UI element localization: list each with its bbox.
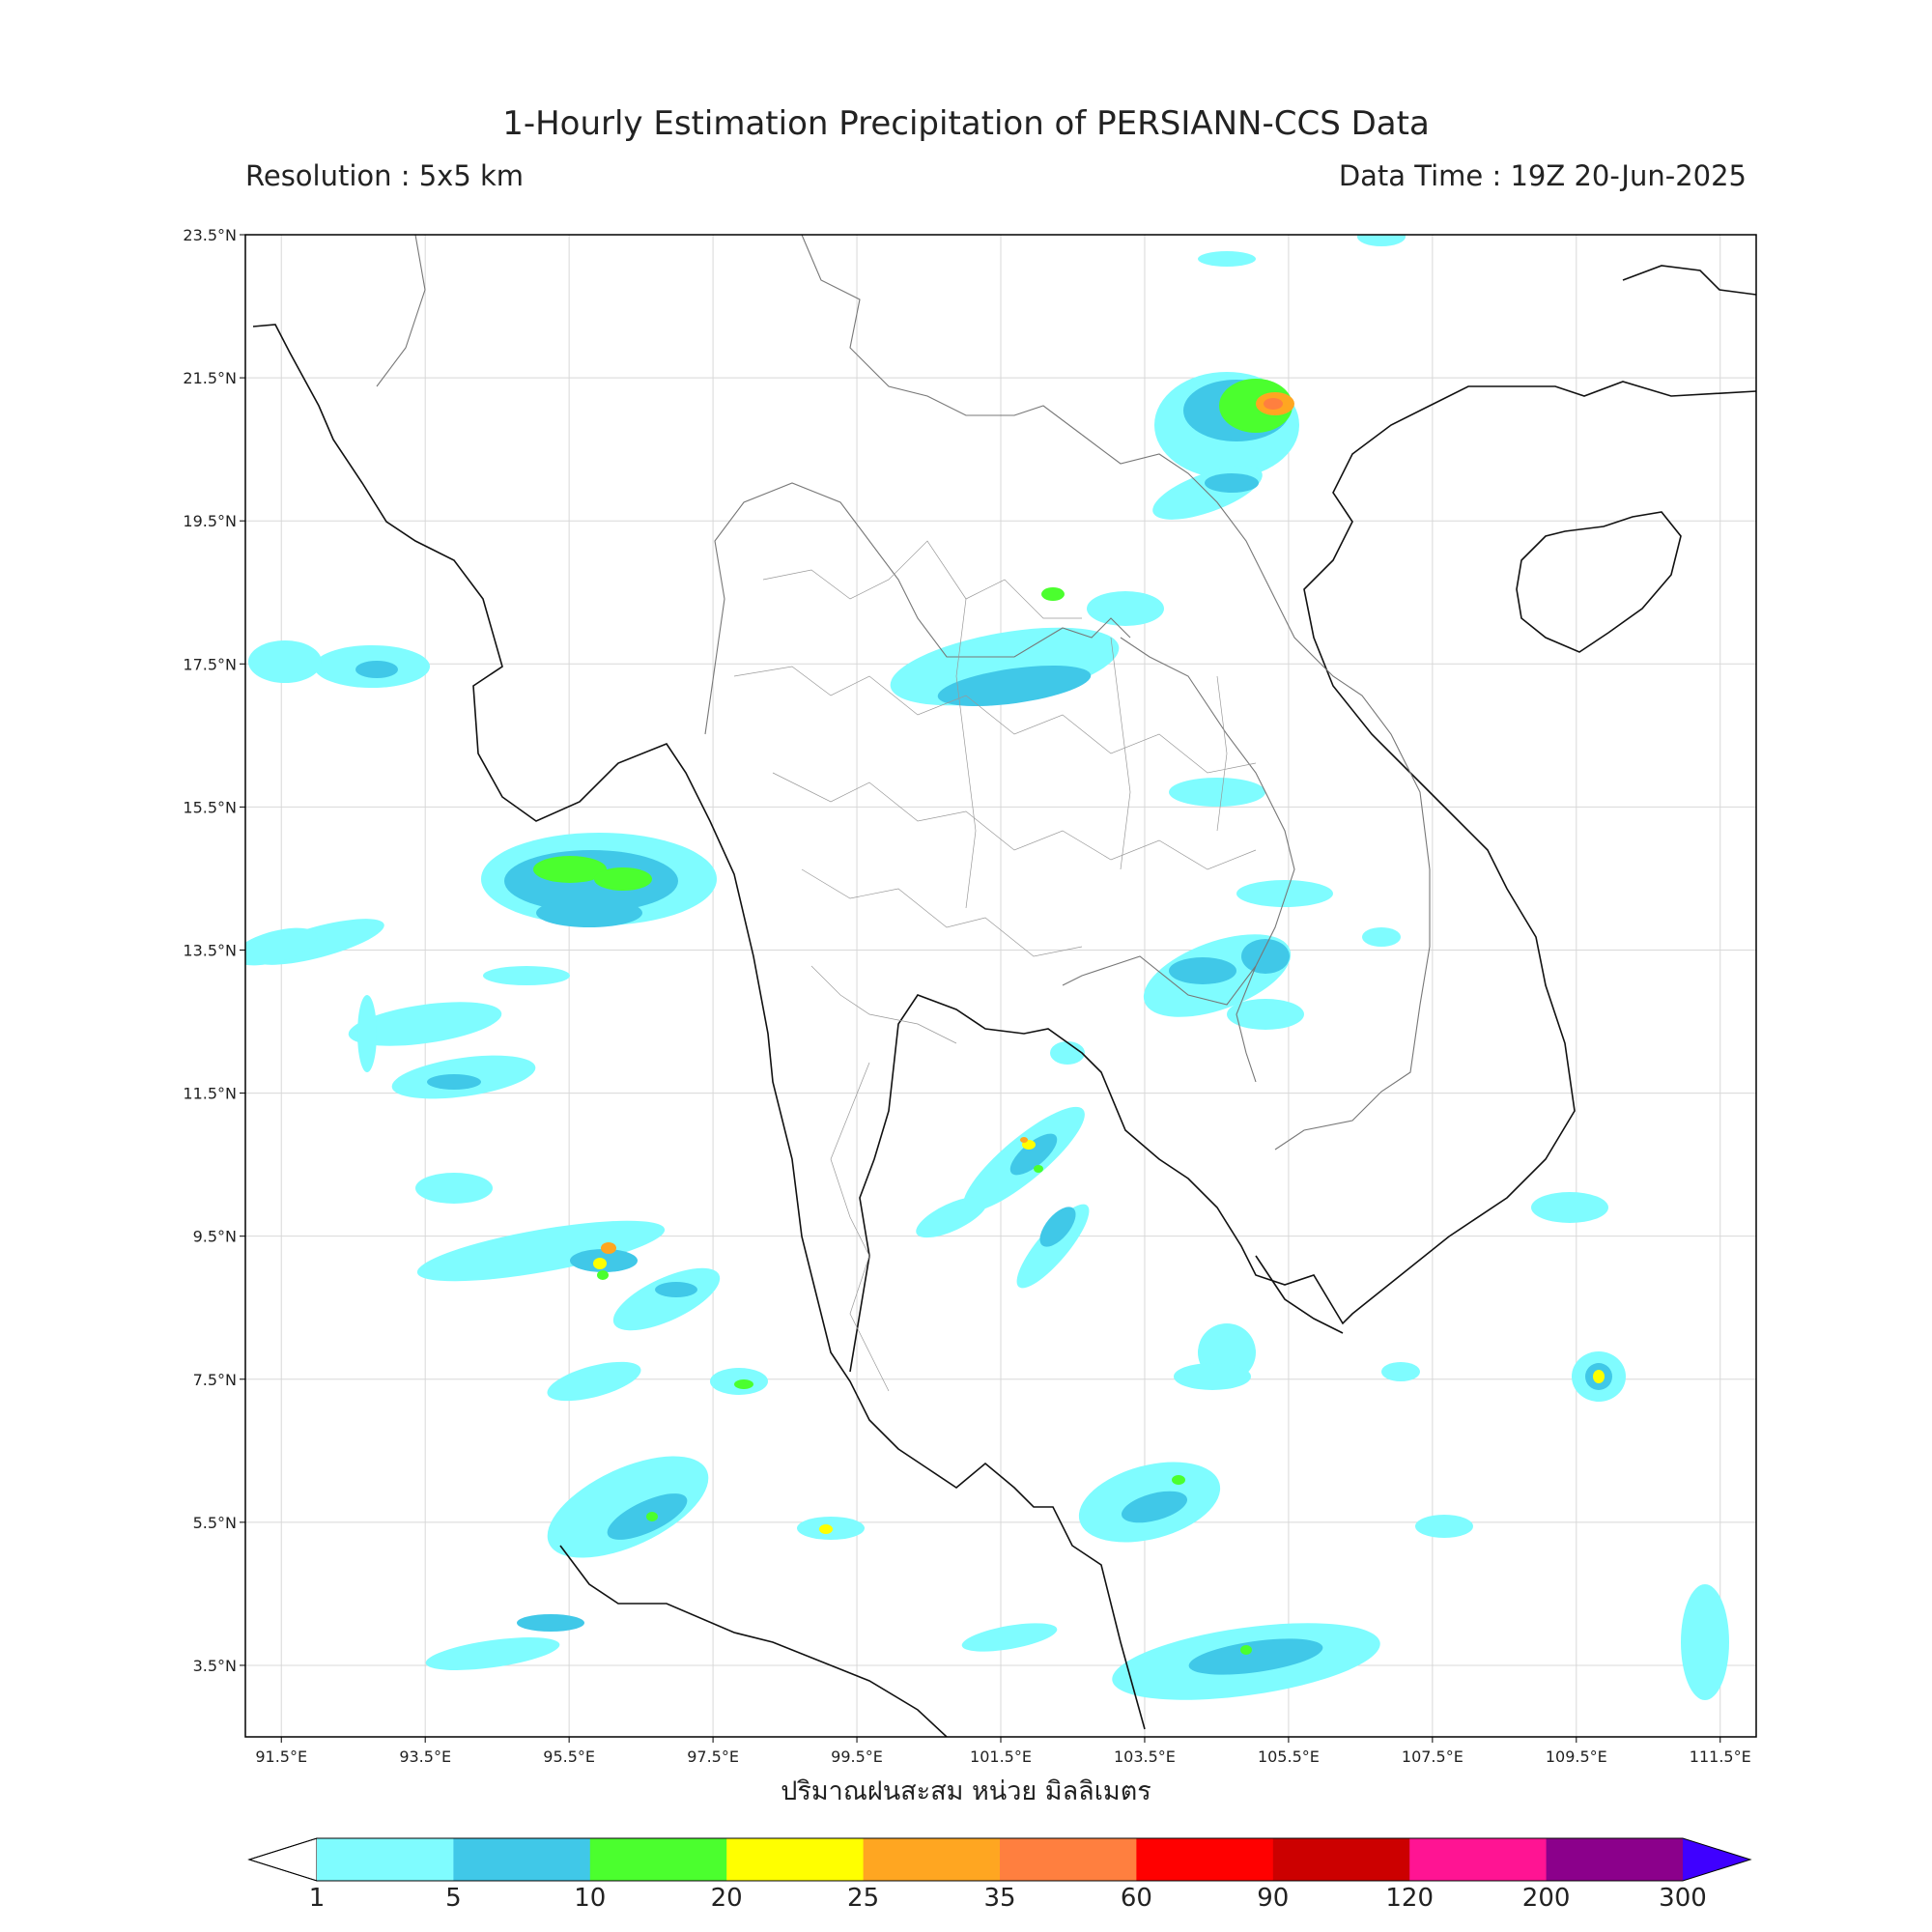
colorbar-level-label: 300 <box>1659 1884 1707 1913</box>
colorbar-level-label: 1 <box>308 1884 326 1913</box>
lat-tick-label: 7.5°N <box>193 1371 237 1389</box>
colorbar-segment <box>589 1838 727 1881</box>
colorbar-level-label: 200 <box>1521 1884 1571 1913</box>
colorbar-level-label: 25 <box>847 1884 880 1913</box>
lat-tick-label: 17.5°N <box>183 655 237 673</box>
colorbar-level-label: 20 <box>710 1884 743 1913</box>
colorbar-title: ปริมาณฝนสะสม หน่วย มิลลิเมตร <box>781 1776 1151 1806</box>
data-time-label: Data Time : 19Z 20-Jun-2025 <box>1338 159 1747 192</box>
lon-tick-label: 99.5°E <box>831 1747 883 1766</box>
lon-tick-label: 91.5°E <box>255 1747 307 1766</box>
lat-tick-label: 15.5°N <box>183 798 237 816</box>
coastline <box>252 265 1756 1737</box>
lat-tick-label: 23.5°N <box>183 226 237 244</box>
colorbar-segment <box>726 1838 865 1881</box>
colorbar-segment <box>1409 1838 1548 1881</box>
lat-tick-label: 5.5°N <box>193 1514 237 1532</box>
grid-lines <box>245 235 1756 1737</box>
colorbar-level-label: 5 <box>445 1884 462 1913</box>
lon-tick-label: 101.5°E <box>970 1747 1032 1766</box>
colorbar-segment <box>1272 1838 1410 1881</box>
lon-tick-label: 107.5°E <box>1402 1747 1463 1766</box>
colorbar-max-extend <box>1683 1838 1750 1881</box>
resolution-label: Resolution : 5x5 km <box>245 159 525 192</box>
colorbar-segment <box>1546 1838 1684 1881</box>
colorbar-min-extend <box>247 1837 318 1882</box>
lon-tick-label: 111.5°E <box>1690 1747 1751 1766</box>
lat-tick-label: 11.5°N <box>183 1085 237 1103</box>
lat-tick-label: 21.5°N <box>183 369 237 387</box>
lat-tick-label: 13.5°N <box>183 941 237 959</box>
lat-tick-label: 9.5°N <box>193 1228 237 1246</box>
lon-tick-label: 97.5°E <box>687 1747 739 1766</box>
lon-tick-label: 105.5°E <box>1258 1747 1320 1766</box>
lat-tick-label: 3.5°N <box>193 1657 237 1675</box>
colorbar-level-label: 35 <box>983 1884 1016 1913</box>
colorbar-level-label: 120 <box>1385 1884 1435 1913</box>
lat-tick-label: 19.5°N <box>183 512 237 530</box>
colorbar-segment <box>1136 1838 1274 1881</box>
colorbar-level-label: 10 <box>574 1884 607 1913</box>
colorbar-outline <box>247 1837 1752 1882</box>
lon-tick-label: 103.5°E <box>1114 1747 1176 1766</box>
colorbar-segment <box>863 1838 1001 1881</box>
lon-tick-label: 93.5°E <box>399 1747 451 1766</box>
map-title: 1-Hourly Estimation Precipitation of PER… <box>502 104 1430 143</box>
lon-tick-label: 95.5°E <box>543 1747 595 1766</box>
colorbar-level-label: 90 <box>1257 1884 1290 1913</box>
axis-ticks: 91.5°E 93.5°E 95.5°E 97.5°E 99.5°E 101.5°E 103… <box>183 226 1750 1766</box>
precipitation-field <box>245 235 1729 1700</box>
colorbar-segment <box>317 1838 454 1881</box>
colorbar-segment <box>453 1838 591 1881</box>
colorbar-segment <box>1000 1838 1137 1881</box>
lon-tick-label: 109.5°E <box>1546 1747 1607 1766</box>
province-borders <box>733 540 1257 1392</box>
country-borders <box>376 235 1431 1151</box>
colorbar-level-label: 60 <box>1120 1884 1152 1913</box>
